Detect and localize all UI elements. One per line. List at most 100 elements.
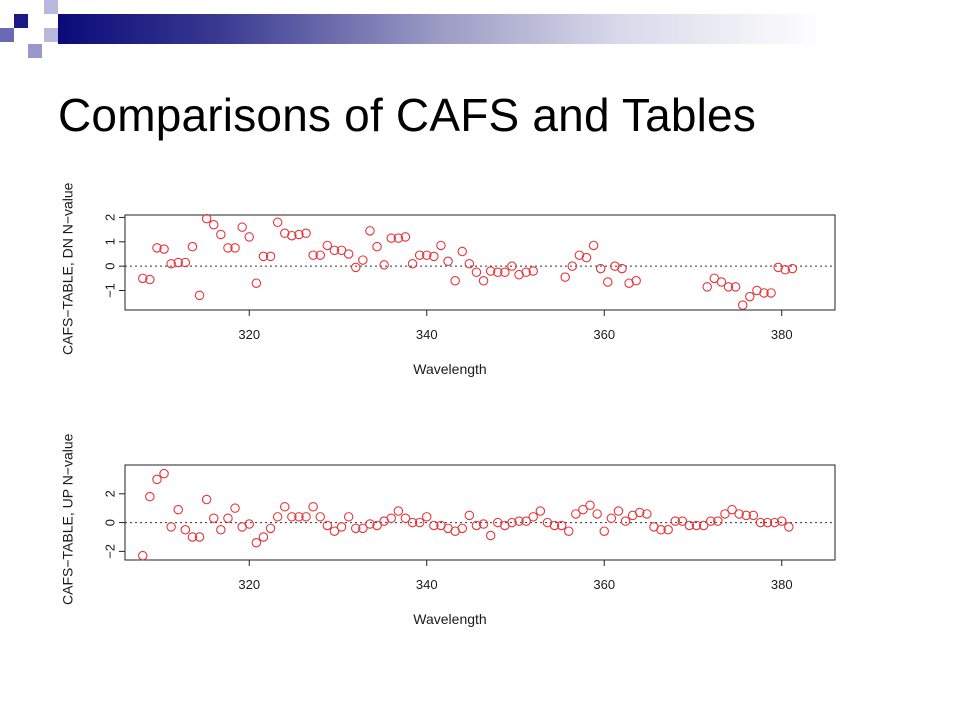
data-point [624,278,634,288]
data-point [216,229,226,240]
data-point [784,522,794,532]
data-point [343,512,354,522]
data-point [514,516,524,526]
data-point [372,520,382,531]
deco-square-light [44,0,58,14]
data-point [138,550,148,561]
data-point [421,512,432,522]
chart-up-svg: 320 340 360 380 −2 0 2 Wavelength CAFS−TABLE, UP… [60,433,836,627]
chart-up-n-value: 320 340 360 380 −2 0 2 Wavelength CAFS−TABLE, UP… [55,425,935,665]
data-point [152,474,162,485]
data-point [734,509,744,519]
data-point [762,517,773,528]
data-point [350,262,361,273]
x-tick-label: 340 [416,577,438,592]
data-point [631,276,641,286]
data-point [280,228,290,239]
data-point [258,251,269,262]
data-point [400,513,411,524]
data-point [223,243,233,253]
data-point [500,267,510,277]
data-point [457,246,467,257]
data-point [407,258,418,269]
data-point [585,500,595,511]
data-point [656,525,666,535]
data-point [343,249,354,259]
data-point [216,525,226,535]
data-point [663,525,673,535]
data-point [457,523,467,534]
data-point [528,266,538,276]
data-point [471,267,482,277]
data-point [393,506,404,516]
y-tick-label: 1 [102,238,117,245]
deco-square-light [44,28,58,42]
data-point [280,501,290,512]
y-axis-label: CAFS−TABLE, DN N−value [60,182,76,355]
deco-square-dark [0,28,14,42]
data-point [617,263,627,274]
data-point [400,232,411,242]
data-point [372,241,382,252]
x-axis-label: Wavelength [413,361,486,377]
data-point [450,276,460,286]
data-point [230,243,240,253]
data-point [201,494,212,505]
y-tick-label: 2 [102,490,117,497]
data-point [379,260,389,270]
data-point [287,230,297,241]
data-point [507,261,517,271]
data-point [723,282,734,292]
data-point [691,520,702,531]
data-point [610,261,620,271]
data-point [194,532,205,542]
data-point [571,509,581,519]
data-point [138,273,148,284]
x-tick-label: 360 [593,577,615,592]
data-point [429,251,439,262]
data-point [634,507,645,518]
data-point [642,509,652,519]
y-tick-label: 2 [102,214,117,221]
data-point [201,213,212,224]
x-tick-label: 320 [238,327,260,342]
data-point [223,513,233,524]
data-point [677,516,688,526]
x-tick-label: 340 [416,327,438,342]
data-point [787,263,798,274]
y-tick-label: 0 [102,519,117,526]
data-point [258,532,269,542]
data-point [386,233,396,243]
data-point [737,300,748,310]
data-point [670,516,680,526]
data-point [436,240,446,251]
data-point [152,243,162,253]
data-point [272,512,283,522]
data-point [588,240,599,251]
data-point [567,261,578,271]
data-point [713,516,723,526]
data-point [755,517,766,528]
data-point [265,523,276,534]
data-point [308,250,318,260]
x-tick-label: 320 [238,577,260,592]
data-point [507,517,517,528]
data-point [606,513,617,524]
data-point [485,530,496,541]
y-tick-label: −2 [102,544,117,559]
data-point [705,516,716,526]
data-point [599,526,609,536]
data-point [620,516,631,526]
data-point [748,510,759,521]
data-point [521,516,531,526]
data-point [322,520,333,531]
data-point [776,516,787,526]
data-point [301,228,311,239]
data-point [287,512,297,522]
data-point [471,520,482,531]
data-point [759,288,769,298]
plot-frame [124,464,836,561]
data-point [592,509,602,519]
data-point [315,512,325,522]
data-point [173,257,184,268]
